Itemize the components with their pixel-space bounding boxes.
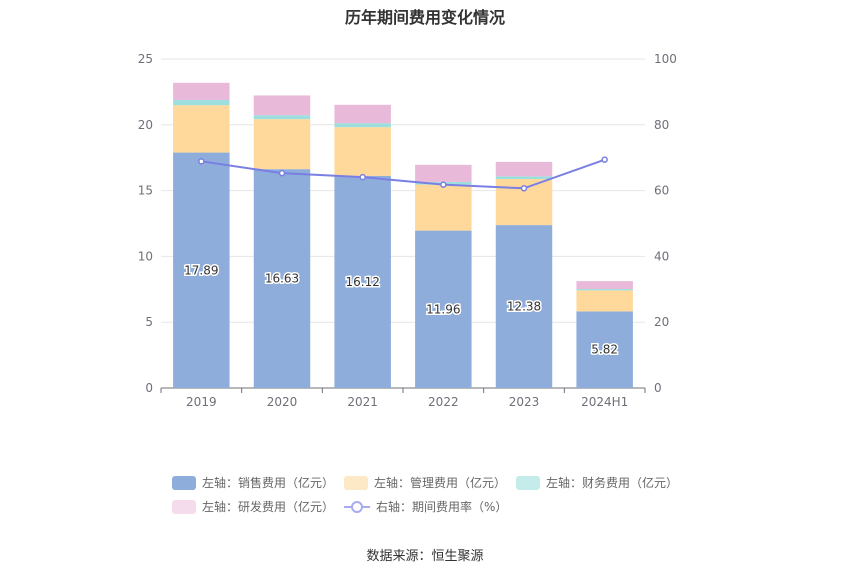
bar-sales [415, 230, 472, 388]
bar-sales [495, 225, 553, 388]
line-point [520, 185, 528, 192]
bar-rnd [334, 104, 391, 124]
bar-admin [415, 184, 472, 231]
legend-label-sales: 左轴：销售费用（亿元） [202, 476, 335, 490]
legend-item-sales[interactable]: 左轴：销售费用（亿元） [172, 474, 334, 491]
legend-label-expense-rate: 右轴：期间费用率（%） [376, 500, 508, 514]
legend-swatch-sales [172, 475, 196, 490]
bar-rnd [253, 95, 311, 116]
legend-swatch-finance [516, 475, 540, 490]
y-right-tick-label: 20 [654, 315, 669, 329]
bar-sales [576, 311, 633, 388]
legend-label-rnd: 左轴：研发费用（亿元） [202, 500, 335, 514]
legend-label-admin: 左轴：管理费用（亿元） [374, 476, 507, 490]
y-left-tick-label: 5 [145, 315, 153, 329]
line-point [198, 158, 205, 165]
bar-finance [334, 123, 391, 128]
y-right-tick-label: 80 [654, 118, 669, 132]
line-point [601, 156, 608, 163]
line-point [278, 169, 286, 177]
x-tick-label: 2021 [347, 395, 378, 409]
data-label: 16.12 [345, 275, 379, 289]
bar-admin [576, 290, 633, 312]
chart-title: 历年期间费用变化情况 [344, 8, 505, 27]
y-left-tick-label: 25 [138, 52, 153, 66]
legend-item-finance[interactable]: 左轴：财务费用（亿元） [516, 474, 678, 491]
line-point [359, 173, 366, 181]
bar-rnd [576, 281, 633, 290]
legend-item-rnd[interactable]: 左轴：研发费用（亿元） [172, 498, 334, 515]
data-label: 17.89 [184, 263, 218, 277]
y-right-tick-label: 60 [654, 184, 669, 198]
line-point [440, 181, 447, 188]
bar-rnd [495, 161, 553, 177]
x-tick-label: 2019 [186, 395, 217, 409]
line-expense-rate [201, 158, 606, 190]
y-right-tick-label: 0 [654, 381, 662, 395]
x-tick-label: 2020 [267, 395, 298, 409]
bar-admin [334, 127, 391, 176]
data-label: 16.63 [265, 272, 299, 286]
y-left-tick-label: 20 [138, 118, 153, 132]
x-tick-label: 2024H1 [581, 395, 628, 409]
bar-finance [495, 176, 553, 180]
y-left-tick-label: 10 [138, 249, 153, 263]
bar-sales [173, 152, 230, 388]
bar-finance [173, 99, 230, 106]
y-left-tick-label: 0 [145, 381, 153, 395]
data-source: 数据来源：恒生聚源 [366, 549, 484, 564]
legend-swatch-rnd [172, 499, 196, 514]
legend-label-finance: 左轴：财务费用（亿元） [546, 476, 679, 490]
y-left-tick-label: 15 [138, 184, 153, 198]
data-label: 12.38 [507, 300, 541, 314]
bar-finance [576, 289, 633, 291]
bar-rnd [415, 164, 472, 182]
data-label: 11.96 [426, 302, 460, 316]
bar-sales [253, 169, 311, 388]
legend-item-expense-rate[interactable]: 右轴：期间费用率（%） [344, 498, 507, 515]
y-right-tick-label: 100 [654, 52, 677, 66]
bar-admin [173, 105, 230, 153]
x-tick-label: 2022 [428, 395, 459, 409]
legend-line-icon [344, 500, 370, 513]
x-tick-label: 2023 [509, 395, 540, 409]
data-label: 5.82 [591, 343, 618, 357]
y-right-tick-label: 40 [654, 249, 669, 263]
bar-finance [253, 115, 311, 120]
legend-item-admin[interactable]: 左轴：管理费用（亿元） [344, 474, 506, 491]
bar-admin [253, 119, 311, 170]
bar-sales [334, 175, 391, 388]
bar-rnd [173, 82, 230, 100]
legend-swatch-admin [344, 475, 368, 490]
